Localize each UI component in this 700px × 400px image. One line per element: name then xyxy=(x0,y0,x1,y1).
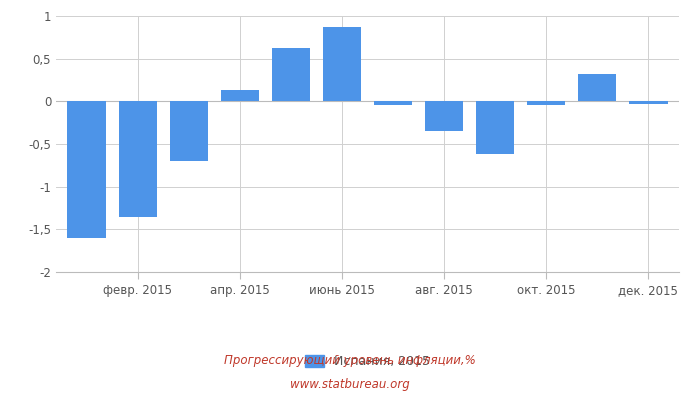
Bar xyxy=(220,90,259,101)
Bar xyxy=(169,101,208,161)
Bar xyxy=(272,48,310,101)
Bar xyxy=(374,101,412,105)
Bar xyxy=(578,74,617,101)
Bar xyxy=(118,101,157,216)
Bar xyxy=(67,101,106,238)
Text: www.statbureau.org: www.statbureau.org xyxy=(290,378,410,391)
Text: Прогрессирующий уровень инфляции,%: Прогрессирующий уровень инфляции,% xyxy=(224,354,476,367)
Bar xyxy=(323,27,361,101)
Bar xyxy=(425,101,463,131)
Bar xyxy=(629,101,668,104)
Legend: Испания, 2015: Испания, 2015 xyxy=(300,350,435,373)
Bar xyxy=(527,101,566,105)
Bar xyxy=(476,101,514,154)
